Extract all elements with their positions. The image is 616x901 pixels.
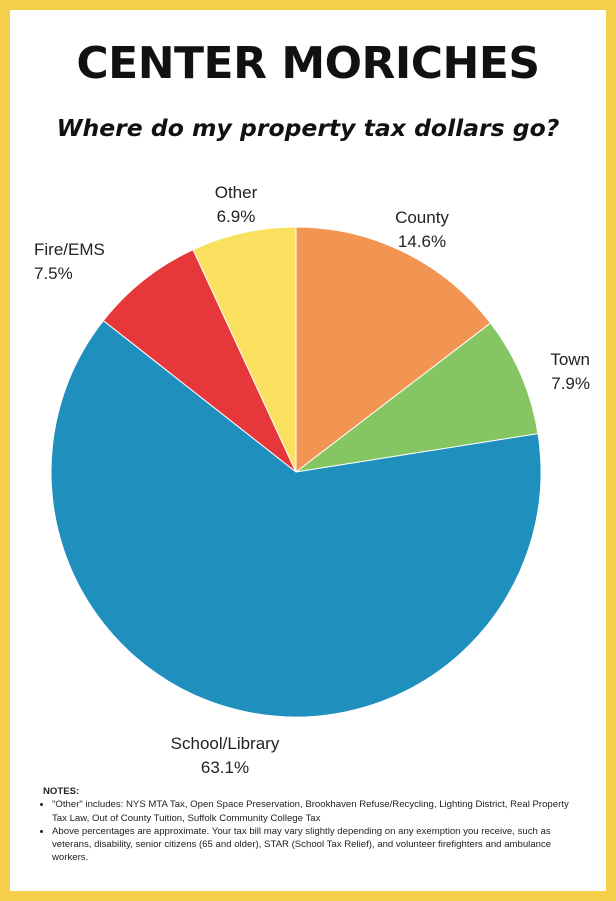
- pie-slice-other: [192, 226, 297, 473]
- infographic-card: CENTER MORICHES Where do my property tax…: [10, 10, 606, 891]
- label-town-name: Town: [550, 350, 590, 369]
- label-county: County 14.6%: [372, 206, 472, 254]
- label-other-name: Other: [214, 183, 258, 202]
- label-other-value: 6.9%: [216, 207, 256, 226]
- label-fire-ems: Fire/EMS 7.5%: [34, 238, 114, 286]
- pie-chart: [50, 226, 542, 718]
- page-subtitle: Where do my property tax dollars go?: [56, 114, 560, 142]
- note-item: Above percentages are approximate. Your …: [52, 825, 583, 865]
- page-title: CENTER MORICHES: [76, 38, 540, 89]
- label-town-value: 7.9%: [551, 374, 590, 393]
- pie-slice-county: [295, 226, 492, 474]
- label-school-library: School/Library 63.1%: [135, 732, 315, 780]
- notes-section: NOTES: "Other" includes: NYS MTA Tax, Op…: [43, 785, 583, 865]
- label-fire-ems-value: 7.5%: [34, 264, 73, 283]
- label-town: Town 7.9%: [510, 348, 590, 396]
- label-fire-ems-name: Fire/EMS: [34, 240, 105, 259]
- label-other: Other 6.9%: [196, 181, 276, 229]
- label-school-library-value: 63.1%: [200, 758, 250, 777]
- label-county-name: County: [395, 208, 449, 227]
- pie-slice-fire-ems: [102, 249, 297, 473]
- note-item: "Other" includes: NYS MTA Tax, Open Spac…: [52, 798, 583, 825]
- notes-title: NOTES:: [43, 786, 80, 797]
- label-school-library-name: School/Library: [170, 734, 280, 753]
- pie-slice-town: [295, 322, 539, 473]
- label-county-value: 14.6%: [397, 232, 447, 251]
- notes-list: "Other" includes: NYS MTA Tax, Open Spac…: [43, 798, 583, 864]
- pie-slice-school-library: [50, 319, 542, 718]
